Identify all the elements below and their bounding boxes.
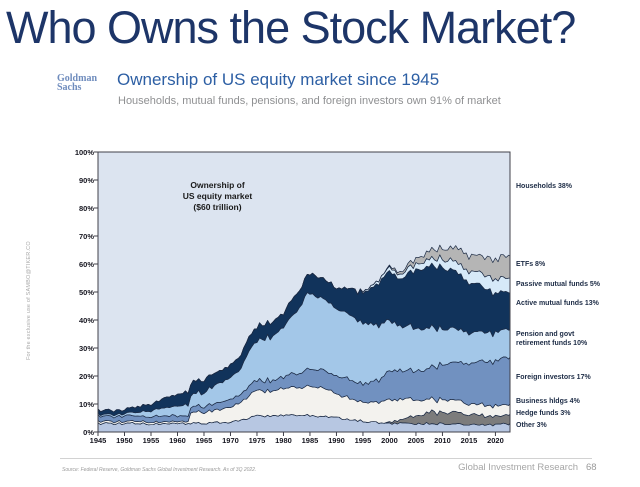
annotation-line-3: ($60 trillion) (193, 202, 242, 212)
x-tick-label: 2020 (487, 436, 504, 445)
page-number: 68 (586, 462, 597, 473)
x-tick-label: 1965 (195, 436, 213, 445)
y-tick-label: 80% (78, 204, 94, 213)
y-tick-label: 100% (74, 148, 94, 157)
chart-subheading: Households, mutual funds, pensions, and … (118, 95, 501, 107)
x-tick-label: 1985 (301, 436, 319, 445)
stacked-area-chart (94, 151, 511, 436)
x-tick-label: 1990 (328, 436, 345, 445)
x-tick-label: 1975 (248, 436, 266, 445)
chart-annotation: Ownership of US equity market ($60 trill… (130, 180, 305, 213)
series-label: Active mutual funds 13% (516, 300, 599, 307)
y-tick-label: 60% (78, 260, 94, 269)
series-label: Passive mutual funds 5% (516, 281, 601, 288)
series-label: Other 3% (516, 422, 547, 429)
x-tick-label: 2015 (460, 436, 478, 445)
x-tick-label: 1960 (169, 436, 186, 445)
y-tick-label: 70% (78, 232, 94, 241)
x-tick-label: 1945 (89, 436, 107, 445)
x-tick-label: 1970 (222, 436, 239, 445)
series-label: Households 38% (516, 183, 573, 190)
x-tick-label: 1955 (142, 436, 160, 445)
annotation-line-1: Ownership of (190, 180, 245, 190)
x-tick-label: 2010 (434, 436, 451, 445)
series-label: Pension and govt retirement funds 10% (516, 331, 588, 347)
x-tick-label: 1995 (354, 436, 372, 445)
y-tick-label: 90% (78, 176, 94, 185)
y-tick-label: 50% (78, 288, 94, 297)
page-title: Who Owns the Stock Market? (6, 2, 576, 53)
x-tick-label: 2005 (407, 436, 425, 445)
x-tick-label: 2000 (381, 436, 398, 445)
footer-label: Global Investment Research (458, 462, 578, 473)
series-label: Business hldgs 4% (516, 398, 580, 405)
x-tick-label: 1950 (116, 436, 133, 445)
annotation-line-2: US equity market (182, 191, 253, 201)
y-tick-label: 30% (78, 344, 94, 353)
y-tick-label: 20% (78, 372, 94, 381)
series-label: ETFs 8% (516, 261, 546, 268)
source-note: Source: Federal Reserve, Goldman Sachs G… (62, 467, 257, 473)
logo-line-1: Goldman (57, 73, 98, 84)
series-label: Foreign investors 17% (516, 374, 591, 381)
plot-frame (97, 151, 511, 433)
logo-line-2: Sachs (57, 82, 82, 93)
exclusive-use-watermark: For the exclusive use of SAMBO@TIKER.CO (26, 241, 32, 360)
x-tick-label: 1980 (275, 436, 292, 445)
y-tick-label: 0% (83, 428, 94, 437)
series-label: Hedge funds 3% (516, 410, 571, 417)
y-tick-label: 40% (78, 316, 94, 325)
chart-heading: Ownership of US equity market since 1945 (117, 70, 440, 89)
footer-divider (60, 458, 592, 459)
goldman-sachs-logo: Goldman Sachs (57, 73, 98, 93)
y-tick-label: 10% (78, 400, 94, 409)
